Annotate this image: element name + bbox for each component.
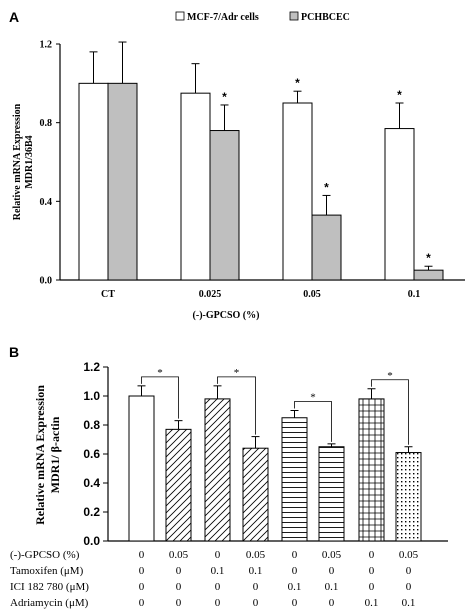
bar [318,446,345,542]
y-tick-label: 0.4 [40,197,53,208]
table-row-label: (-)-GPCSO (%) [10,549,80,561]
bar [311,214,342,281]
table-cell: 0 [215,549,221,561]
table-cell: 0 [139,565,145,577]
table-cell: 0 [176,581,182,593]
table-cell: 0.1 [288,581,302,593]
y-tick-label: 1.2 [83,360,100,374]
table-cell: 0 [292,549,298,561]
panel-a-label: A [9,9,19,25]
significance-mark: * [157,367,163,379]
table-cell: 0 [369,581,375,593]
bar [395,452,422,542]
table-cell: 0.05 [169,549,189,561]
table-cell: 0 [369,549,375,561]
table-cell: 0 [176,597,182,609]
chart-b: 0.0 0.2 0.4 0.6 0.8 1.0 1.2 * * * * Relative mRNA E… [10,360,448,609]
bar [165,428,192,542]
y-tick-label: 0.2 [83,505,100,519]
bar [78,82,109,281]
significance-mark: * [387,370,393,382]
bar [107,82,138,281]
bar [180,92,211,281]
table-row-label: Tamoxifen (μM) [10,565,84,577]
table-row-label: ICI 182 780 (μM) [10,581,89,593]
legend-label: MCF-7/Adr cells [187,12,259,23]
bar [242,447,269,542]
table-cell: 0.05 [322,549,342,561]
y-tick-label: 1.2 [40,40,53,51]
table-cell: 0.1 [249,565,263,577]
significance-mark: * [310,392,316,404]
y-axis-title: Relative mRNA ExpressionMDR1/36B4 [12,103,35,220]
table-cell: 0 [215,597,221,609]
table-cell: 0.05 [246,549,266,561]
table-cell: 0 [139,549,145,561]
table-row-label: Adriamycin (μM) [10,597,89,609]
x-tick-label: 0.025 [199,289,222,300]
x-axis-title: (-)-GPCSO (%) [193,310,260,321]
table-cell: 0.1 [402,597,416,609]
x-tick-label: CT [101,289,115,300]
table-cell: 0 [139,597,145,609]
y-tick-label: 0.8 [40,118,53,129]
y-tick-label: 0.0 [40,276,53,287]
table-cell: 0 [176,565,182,577]
significance-bracket [294,401,332,442]
y-axis-title-line1: Relative mRNA Expression [33,385,47,525]
significance-mark: * [222,90,227,104]
legend-label: PCHBCEC [301,12,350,23]
bar [384,128,415,281]
bar [282,102,313,281]
bar [128,395,155,542]
table-cell: 0 [329,597,335,609]
bar [413,269,444,281]
bar [204,398,231,542]
y-tick-label: 0.4 [83,476,100,490]
significance-bracket [141,376,179,419]
significance-mark: * [324,180,329,194]
legend-swatch [175,11,185,21]
bar [281,417,308,542]
table-cell: 0.1 [365,597,379,609]
x-tick-label: 0.1 [408,289,421,300]
y-tick-label: 0.6 [83,447,100,461]
significance-mark: * [426,251,431,265]
y-tick-label: 1.0 [83,389,100,403]
table-cell: 0 [292,597,298,609]
chart-a: 0.0 0.4 0.8 1.2 MCF-7/Adr cells PCHBCEC CT * 0.0… [12,11,465,321]
legend-swatch [289,11,299,21]
y-axis-title-line1: Relative mRNA Expression [12,103,23,220]
y-axis-title-line2: MDR1/ β-actin [48,416,62,493]
y-tick-label: 0.0 [83,534,100,548]
bar [358,398,385,542]
table-cell: 0 [369,565,375,577]
significance-mark: * [295,76,300,90]
table-cell: 0 [406,581,412,593]
significance-bracket [371,379,409,445]
table-cell: 0 [253,581,259,593]
table-cell: 0 [292,565,298,577]
table-cell: 0 [139,581,145,593]
bar [209,130,240,281]
table-cell: 0 [406,565,412,577]
y-axis-title-line2: MDR1/36B4 [24,135,35,188]
table-cell: 0.1 [211,565,225,577]
table-cell: 0 [329,565,335,577]
y-axis-title: Relative mRNA ExpressionMDR1/ β-actin [33,385,62,525]
x-tick-label: 0.05 [303,289,321,300]
table-cell: 0.1 [325,581,339,593]
table-cell: 0 [253,597,259,609]
significance-bracket [217,376,256,435]
table-cell: 0.05 [399,549,419,561]
y-tick-label: 0.8 [83,418,100,432]
panel-b-label: B [9,344,19,360]
table-cell: 0 [215,581,221,593]
significance-mark: * [397,88,402,102]
significance-mark: * [234,367,240,379]
